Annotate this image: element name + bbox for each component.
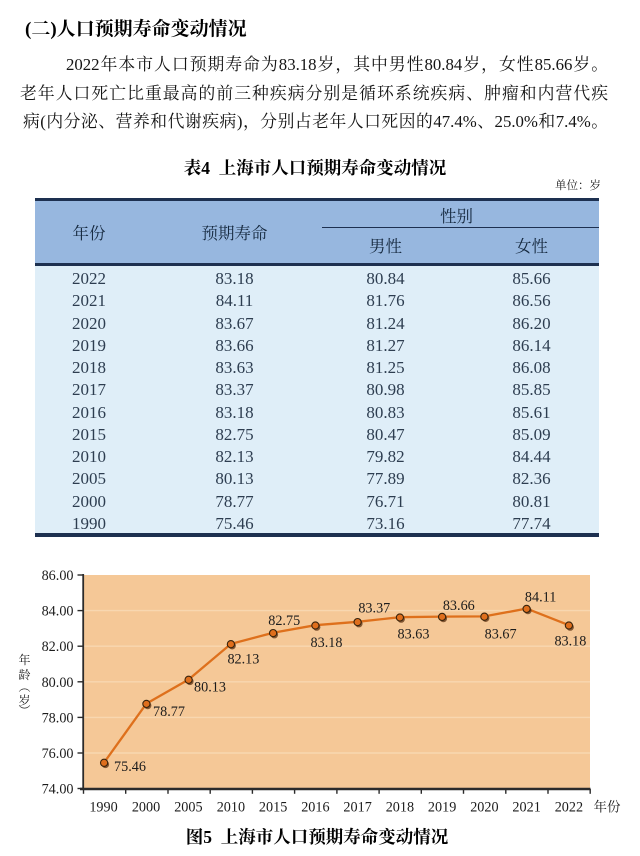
svg-text:80.13: 80.13: [194, 680, 226, 696]
svg-text:2010: 2010: [217, 800, 245, 816]
svg-text:2021: 2021: [512, 800, 540, 816]
svg-text:80.00: 80.00: [42, 675, 74, 691]
svg-text:83.66: 83.66: [443, 598, 475, 614]
svg-text:82.00: 82.00: [42, 639, 74, 655]
svg-text:2015: 2015: [259, 800, 287, 816]
svg-text:2018: 2018: [386, 800, 414, 816]
svg-text:年份: 年份: [594, 799, 622, 815]
svg-text:78.00: 78.00: [42, 710, 74, 726]
svg-text:岁: 岁: [18, 693, 30, 708]
svg-text:84.11: 84.11: [525, 590, 556, 606]
svg-text:84.00: 84.00: [42, 604, 74, 620]
svg-text:年: 年: [18, 652, 30, 667]
svg-text:2019: 2019: [428, 800, 456, 816]
svg-text:2016: 2016: [301, 800, 329, 816]
svg-text:83.18: 83.18: [311, 635, 343, 651]
svg-text:75.46: 75.46: [114, 759, 146, 775]
svg-text:83.67: 83.67: [485, 626, 517, 642]
svg-text:82.13: 82.13: [227, 652, 259, 668]
svg-text:83.18: 83.18: [554, 634, 586, 650]
svg-text:2005: 2005: [174, 800, 202, 816]
svg-text:74.00: 74.00: [42, 782, 74, 798]
svg-text:78.77: 78.77: [153, 704, 185, 720]
svg-text:龄: 龄: [18, 667, 30, 682]
svg-text:2020: 2020: [470, 800, 498, 816]
svg-text:2017: 2017: [343, 800, 371, 816]
svg-text:83.37: 83.37: [358, 601, 390, 617]
svg-text:2000: 2000: [132, 800, 160, 816]
svg-text:82.75: 82.75: [268, 613, 300, 629]
svg-text:2022: 2022: [555, 800, 583, 816]
svg-text:76.00: 76.00: [42, 746, 74, 762]
svg-text:1990: 1990: [89, 800, 117, 816]
svg-text:︵: ︵: [18, 680, 30, 694]
svg-text:︶: ︶: [18, 704, 30, 718]
svg-text:86.00: 86.00: [42, 568, 74, 584]
svg-text:83.63: 83.63: [398, 626, 430, 642]
